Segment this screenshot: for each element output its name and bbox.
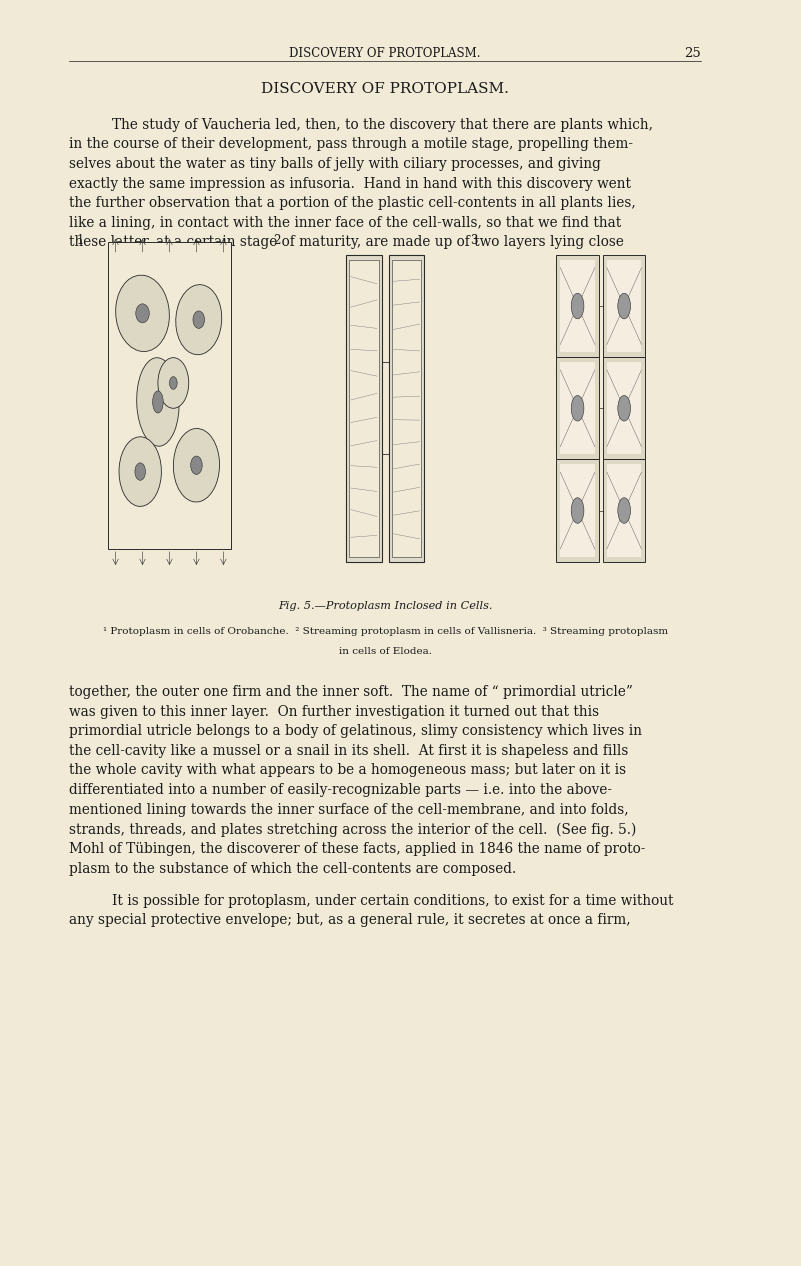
Ellipse shape — [571, 294, 584, 319]
Text: the further observation that a portion of the plastic cell-contents in all plant: the further observation that a portion o… — [69, 196, 636, 210]
Text: 3: 3 — [470, 234, 477, 247]
Text: together, the outer one firm and the inner soft.  The name of “ primordial utric: together, the outer one firm and the inn… — [69, 685, 633, 699]
FancyBboxPatch shape — [607, 465, 642, 557]
Text: mentioned lining towards the inner surface of the cell-membrane, and into folds,: mentioned lining towards the inner surfa… — [69, 803, 629, 817]
Text: like a lining, in contact with the inner face of the cell-walls, so that we find: like a lining, in contact with the inner… — [69, 216, 622, 230]
FancyBboxPatch shape — [346, 254, 381, 562]
FancyBboxPatch shape — [560, 362, 595, 454]
Ellipse shape — [136, 304, 149, 323]
Text: Fig. 5.—Protoplasm Inclosed in Cells.: Fig. 5.—Protoplasm Inclosed in Cells. — [278, 601, 493, 611]
Ellipse shape — [618, 395, 630, 422]
Text: was given to this inner layer.  On further investigation it turned out that this: was given to this inner layer. On furthe… — [69, 705, 599, 719]
Ellipse shape — [119, 437, 161, 506]
Text: the cell-cavity like a mussel or a snail in its shell.  At first it is shapeless: the cell-cavity like a mussel or a snail… — [69, 743, 629, 758]
Ellipse shape — [571, 498, 584, 523]
Text: ¹ Protoplasm in cells of Orobanche.  ² Streaming protoplasm in cells of Vallisne: ¹ Protoplasm in cells of Orobanche. ² St… — [103, 627, 668, 636]
Ellipse shape — [153, 391, 163, 413]
Text: Mohl of Tübingen, the discoverer of these facts, applied in 1846 the name of pro: Mohl of Tübingen, the discoverer of thes… — [69, 842, 646, 856]
Text: in the course of their development, pass through a motile stage, propelling them: in the course of their development, pass… — [69, 137, 634, 152]
FancyBboxPatch shape — [607, 260, 642, 352]
FancyBboxPatch shape — [69, 228, 701, 589]
FancyBboxPatch shape — [557, 254, 598, 357]
Ellipse shape — [193, 311, 204, 328]
Ellipse shape — [191, 456, 202, 475]
Text: primordial utricle belongs to a body of gelatinous, slimy consistency which live: primordial utricle belongs to a body of … — [69, 724, 642, 738]
Ellipse shape — [115, 275, 169, 352]
FancyBboxPatch shape — [557, 357, 598, 460]
Ellipse shape — [170, 377, 177, 390]
Ellipse shape — [618, 294, 630, 319]
Text: The study of Vaucheria led, then, to the discovery that there are plants which,: The study of Vaucheria led, then, to the… — [111, 118, 653, 132]
FancyBboxPatch shape — [603, 357, 646, 460]
Text: the whole cavity with what appears to be a homogeneous mass; but later on it is: the whole cavity with what appears to be… — [69, 763, 626, 777]
FancyBboxPatch shape — [560, 465, 595, 557]
FancyBboxPatch shape — [349, 260, 379, 557]
Text: plasm to the substance of which the cell-contents are composed.: plasm to the substance of which the cell… — [69, 862, 517, 876]
Ellipse shape — [618, 498, 630, 523]
FancyBboxPatch shape — [603, 460, 646, 562]
FancyBboxPatch shape — [388, 254, 425, 562]
Text: It is possible for protoplasm, under certain conditions, to exist for a time wit: It is possible for protoplasm, under cer… — [111, 894, 673, 908]
Ellipse shape — [158, 357, 189, 409]
Ellipse shape — [137, 358, 179, 446]
Text: DISCOVERY OF PROTOPLASM.: DISCOVERY OF PROTOPLASM. — [261, 82, 509, 96]
FancyBboxPatch shape — [392, 260, 421, 557]
Text: selves about the water as tiny balls of jelly with ciliary processes, and giving: selves about the water as tiny balls of … — [69, 157, 601, 171]
FancyBboxPatch shape — [557, 460, 598, 562]
Text: DISCOVERY OF PROTOPLASM.: DISCOVERY OF PROTOPLASM. — [289, 47, 481, 60]
Text: any special protective envelope; but, as a general rule, it secretes at once a f: any special protective envelope; but, as… — [69, 914, 631, 928]
Text: differentiated into a number of easily‐recognizable parts — i.e. into the above-: differentiated into a number of easily‐r… — [69, 782, 612, 798]
Ellipse shape — [175, 285, 222, 354]
Ellipse shape — [173, 428, 219, 503]
FancyBboxPatch shape — [607, 362, 642, 454]
FancyBboxPatch shape — [603, 254, 646, 357]
FancyBboxPatch shape — [560, 260, 595, 352]
Text: 1: 1 — [77, 234, 84, 247]
Text: exactly the same impression as infusoria.  Hand in hand with this discovery went: exactly the same impression as infusoria… — [69, 176, 631, 191]
Ellipse shape — [135, 463, 146, 480]
Text: strands, threads, and plates stretching across the interior of the cell.  (See f: strands, threads, and plates stretching … — [69, 823, 637, 837]
Text: 25: 25 — [684, 47, 701, 60]
Ellipse shape — [571, 395, 584, 422]
FancyBboxPatch shape — [108, 242, 231, 549]
Text: in cells of Elodea.: in cells of Elodea. — [339, 647, 432, 656]
Text: these latter, at a certain stage of maturity, are made up of two layers lying cl: these latter, at a certain stage of matu… — [69, 235, 624, 249]
Text: 2: 2 — [273, 234, 281, 247]
